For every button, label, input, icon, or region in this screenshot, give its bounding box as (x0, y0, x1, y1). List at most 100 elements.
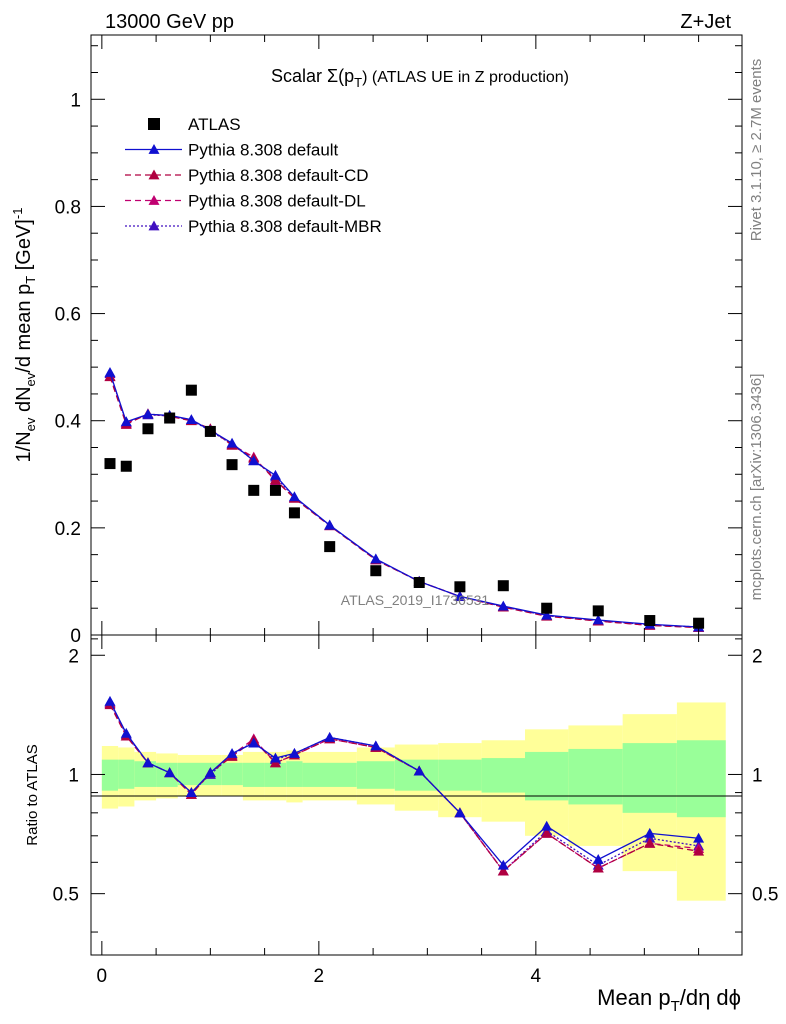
x-tick-label: 2 (314, 966, 325, 987)
legend-marker-triangle (148, 144, 160, 154)
header-right-label: Z+Jet (680, 11, 731, 33)
ylabel-a: 1/N (13, 431, 35, 462)
main-series-point (288, 491, 300, 502)
ratio-series-point (324, 731, 336, 742)
ratio-series-point (120, 727, 132, 738)
ratio-series-point (370, 740, 382, 751)
atlas-data-point (370, 565, 382, 577)
ratio-bands (101, 702, 726, 901)
ylabel-c-sub: T (23, 276, 38, 284)
main-y-tick-label: 0.8 (55, 197, 81, 218)
main-series-point (324, 519, 336, 530)
ratio-band-green (134, 761, 157, 787)
atlas-data-point (541, 602, 553, 614)
main-series-point (142, 408, 154, 419)
ratio-y-axis-label: Ratio to ATLAS (24, 744, 41, 845)
ratio-series-point (454, 807, 466, 818)
ratio-series-point (693, 832, 705, 843)
ratio-band-green (264, 762, 287, 787)
main-series-point (541, 609, 553, 620)
main-y-tick-label: 0.6 (55, 305, 81, 326)
rivet-side-label: Rivet 3.1.10, ≥ 2.7M events (748, 59, 765, 242)
main-panel: 0 0.2 0.4 0.6 0.8 1 Scalar Σ(pT) (ATLAS UE in… (10, 34, 743, 647)
main-y-tick-label: 0.4 (55, 412, 82, 433)
main-y-tick-label: 0 (70, 626, 81, 647)
main-marks (104, 367, 705, 632)
ratio-series-point (226, 747, 238, 758)
ratio-series-point (541, 827, 553, 838)
main-series-point (248, 455, 260, 466)
atlas-data-point (104, 458, 116, 470)
analysis-watermark: ATLAS_2019_I1736531 (341, 592, 490, 608)
ratio-band-green (356, 761, 395, 789)
ratio-series-point (164, 767, 176, 778)
main-series-point (120, 416, 132, 427)
legend-marker-square (148, 118, 160, 130)
x-tick-label: 0 (97, 966, 108, 987)
main-axes: 0 0.2 0.4 0.6 0.8 1 (55, 35, 742, 647)
ratio-series-point (644, 827, 656, 838)
ratio-band-green (101, 759, 119, 791)
legend-marker-triangle (148, 220, 160, 231)
ratio-series-point (204, 767, 216, 778)
atlas-data-point (693, 617, 705, 629)
atlas-data-point (269, 484, 281, 496)
ratio-y-tick-label: 2 (68, 646, 79, 667)
ratio-series-point (541, 820, 553, 831)
legend: ATLAS Pythia 8.308 default Pythia 8.308 de… (125, 115, 382, 236)
ratio-series-point (104, 695, 116, 706)
atlas-data-point (324, 541, 336, 553)
ylabel-d-sup: -1 (10, 208, 25, 220)
atlas-data-point (288, 507, 300, 519)
main-series-point (104, 367, 116, 377)
title-post: ) (ATLAS UE in Z production) (362, 69, 569, 86)
main-y-tick-label: 1 (70, 90, 81, 111)
ylabel-d: [GeV] (13, 219, 35, 276)
ratio-y-tick-label-right: 2 (752, 646, 763, 667)
atlas-data-point (592, 605, 604, 617)
ratio-series-point (142, 757, 154, 768)
ratio-band-green (438, 759, 482, 791)
atlas-data-point (120, 460, 132, 472)
ratio-series-point (592, 862, 604, 873)
ratio-band-green (242, 762, 265, 787)
ratio-panel: 0.5 0.5 1 1 2 2 0 2 4 Ratio to ATLAS Mean pT/dη … (24, 634, 778, 1015)
ratio-series-point (644, 837, 656, 848)
ratio-band-green (568, 748, 623, 805)
legend-marker-triangle (148, 169, 160, 180)
ratio-series-point (592, 853, 604, 864)
ratio-series-point (413, 765, 425, 776)
main-title: Scalar Σ(pT) (ATLAS UE in Z production) (271, 66, 569, 90)
legend-entry-label: Pythia 8.308 default-CD (188, 166, 369, 185)
atlas-data-point (497, 580, 509, 592)
ratio-series-point (693, 845, 705, 856)
header-left-label: 13000 GeV pp (105, 11, 234, 33)
atlas-data-point (185, 384, 197, 396)
ratio-series-point (288, 747, 300, 758)
ratio-y-tick-label-right: 0.5 (752, 885, 778, 906)
main-series-point (592, 614, 604, 625)
atlas-data-point (248, 484, 260, 496)
main-series-point (370, 553, 382, 564)
ratio-band-green (622, 743, 677, 813)
ratio-series-point (248, 737, 260, 748)
legend-entry-label: Pythia 8.308 default (188, 141, 339, 160)
main-y-axis-label: 1/Nev dNev/d mean pT [GeV]-1 (10, 208, 38, 463)
ratio-band-green (481, 758, 525, 793)
ratio-series-point (497, 859, 509, 870)
legend-entry-label: Pythia 8.308 default-MBR (188, 217, 382, 236)
main-y-tick-label: 0.2 (55, 519, 81, 540)
title-pre: Scalar (271, 66, 327, 86)
ratio-marks (104, 695, 705, 876)
atlas-data-point (413, 577, 425, 588)
ratio-frame (90, 634, 743, 956)
x-tick-label: 4 (531, 966, 542, 987)
atlas-data-point (204, 425, 216, 437)
ylabel-a-sub: ev (23, 417, 38, 431)
mcplots-side-label: mcplots.cern.ch [arXiv:1306.3436] (748, 374, 765, 601)
main-series-point (454, 590, 466, 601)
ratio-band-green (118, 759, 135, 789)
main-series-point (497, 600, 509, 611)
legend-entry-label: ATLAS (188, 115, 241, 134)
legend-entry-label: Pythia 8.308 default-DL (188, 192, 366, 211)
